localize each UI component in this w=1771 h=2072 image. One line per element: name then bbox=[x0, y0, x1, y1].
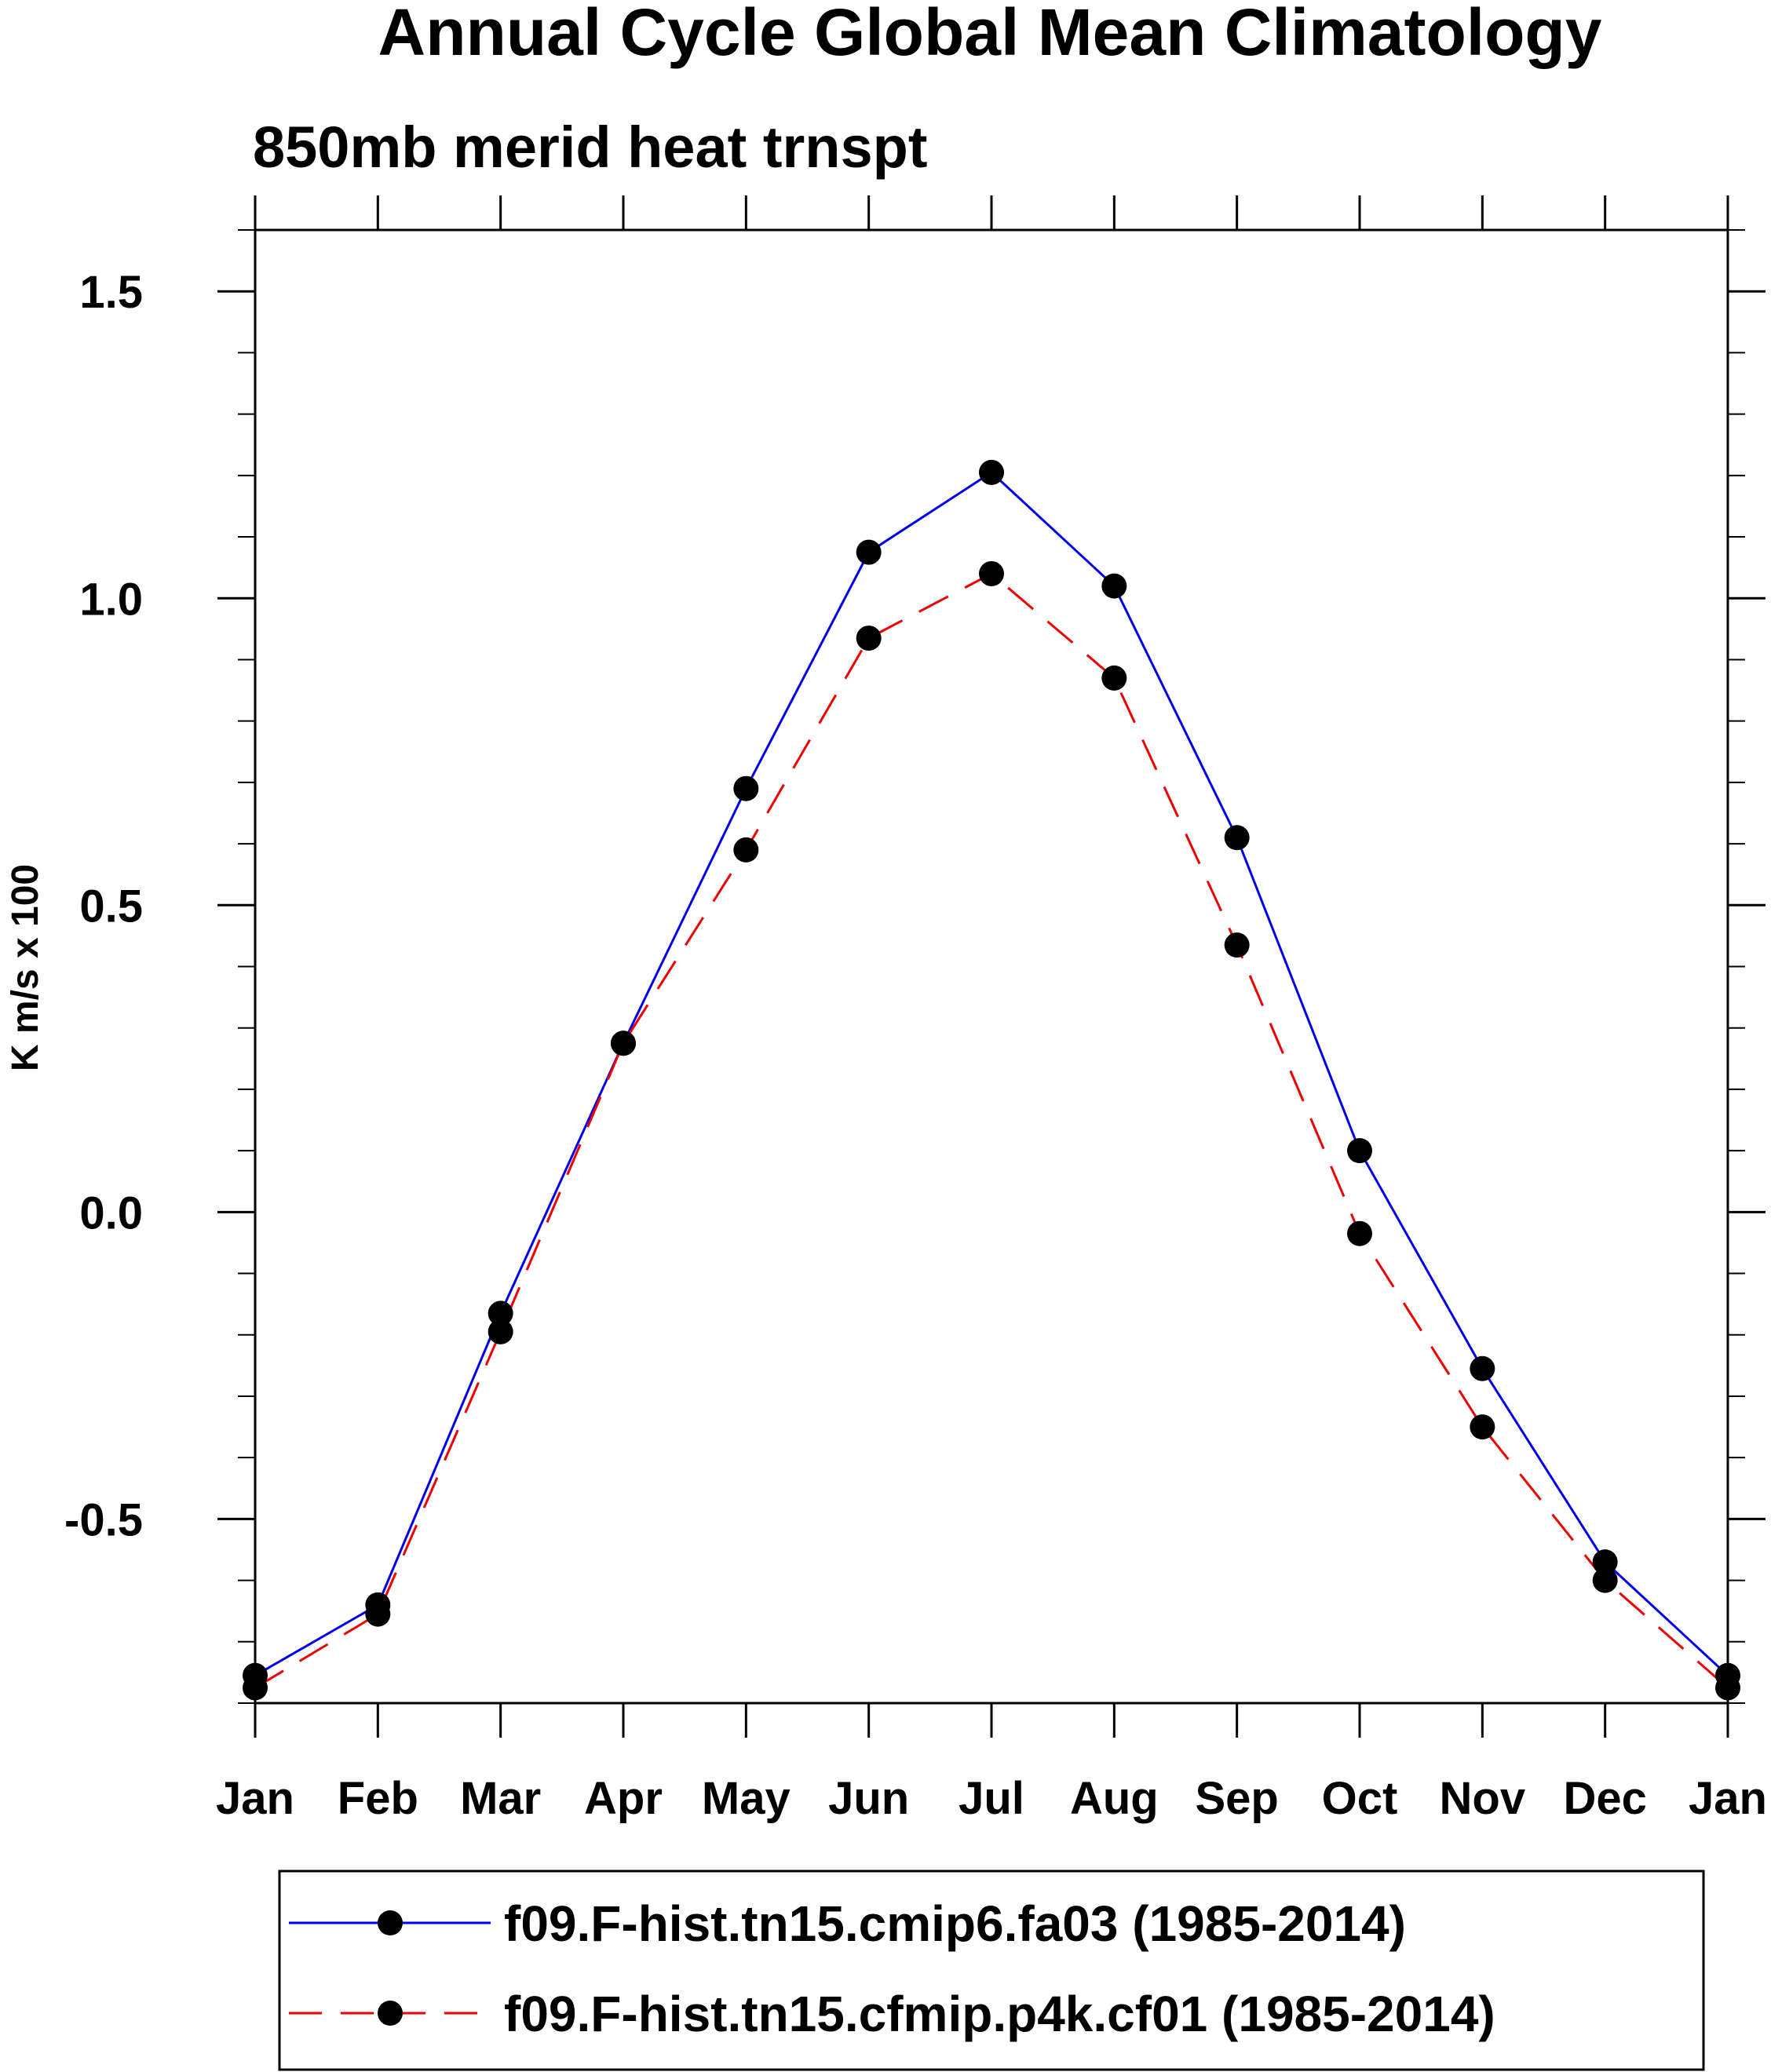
series-1-point bbox=[1224, 825, 1250, 851]
x-tick-labels: Jan Feb Mar Apr May Jun Jul Aug Sep Oct Nov Dec Jan bbox=[216, 1773, 1767, 1824]
y-tick-label: 0.5 bbox=[79, 881, 143, 932]
series-2-point bbox=[243, 1675, 268, 1701]
legend: f09.F-hist.tn15.cmip6.fa03 (1985-2014) f0… bbox=[289, 1895, 1495, 2042]
x-tick-label: Nov bbox=[1440, 1773, 1526, 1824]
series-2-point bbox=[365, 1601, 391, 1627]
series-2-point bbox=[979, 560, 1004, 586]
y-tick-labels: -0.5 0.0 0.5 1.0 1.5 bbox=[64, 267, 143, 1545]
series-1-point bbox=[487, 1300, 513, 1326]
x-tick-label: Dec bbox=[1563, 1773, 1646, 1824]
x-tick-label: Feb bbox=[338, 1773, 418, 1824]
axis-ticks bbox=[217, 195, 1766, 1738]
x-tick-label: Jun bbox=[828, 1773, 909, 1824]
x-tick-label: May bbox=[702, 1773, 791, 1824]
x-tick-label: Aug bbox=[1070, 1773, 1159, 1824]
series-2-point bbox=[487, 1319, 513, 1344]
x-tick-label: Apr bbox=[584, 1773, 663, 1824]
series-1-point bbox=[856, 539, 882, 565]
legend-label-1: f09.F-hist.tn15.cmip6.fa03 (1985-2014) bbox=[504, 1895, 1406, 1952]
series-1-point bbox=[1592, 1549, 1618, 1575]
chart-title: Annual Cycle Global Mean Climatology bbox=[378, 0, 1602, 69]
y-tick-label: 1.0 bbox=[79, 574, 143, 625]
series-2-point bbox=[1347, 1220, 1372, 1246]
series-2-point bbox=[1715, 1675, 1740, 1701]
series-2-point bbox=[1470, 1414, 1495, 1440]
legend-marker-1 bbox=[378, 1910, 403, 1935]
series-2-point bbox=[856, 626, 882, 651]
series-2-point bbox=[611, 1031, 636, 1056]
x-tick-label: Jan bbox=[1689, 1773, 1767, 1824]
series-2-point bbox=[1224, 932, 1250, 958]
series-line-1 bbox=[254, 471, 1729, 1677]
legend-marker-2 bbox=[378, 2001, 403, 2026]
x-tick-label: Oct bbox=[1322, 1773, 1398, 1824]
x-tick-label: Mar bbox=[460, 1773, 541, 1824]
y-tick-label: 1.5 bbox=[79, 267, 143, 318]
x-tick-label: Sep bbox=[1195, 1773, 1278, 1824]
y-tick-label: -0.5 bbox=[64, 1494, 143, 1545]
series-1-point bbox=[733, 775, 759, 801]
x-tick-label: Jan bbox=[216, 1773, 294, 1824]
series-2-point bbox=[1101, 665, 1127, 691]
series-1-point bbox=[1470, 1355, 1495, 1381]
series-1-point bbox=[1347, 1138, 1372, 1164]
legend-box bbox=[278, 1870, 1705, 2071]
legend-label-2: f09.F-hist.tn15.cfmip.p4k.cf01 (1985-201… bbox=[504, 1986, 1495, 2042]
series-1-point bbox=[1101, 573, 1127, 599]
plot-frame bbox=[254, 228, 1729, 1705]
series-layer bbox=[243, 459, 1740, 1701]
x-tick-label: Jul bbox=[959, 1773, 1024, 1824]
series-2-point bbox=[733, 837, 759, 863]
series-1-point bbox=[979, 459, 1004, 485]
y-tick-label: 0.0 bbox=[79, 1187, 143, 1238]
series-line-2 bbox=[254, 572, 1729, 1689]
series-2-point bbox=[1592, 1567, 1618, 1593]
chart-subtitle: 850mb merid heat trnspt bbox=[253, 115, 927, 180]
y-axis-label: K m/s x 100 bbox=[5, 864, 46, 1071]
